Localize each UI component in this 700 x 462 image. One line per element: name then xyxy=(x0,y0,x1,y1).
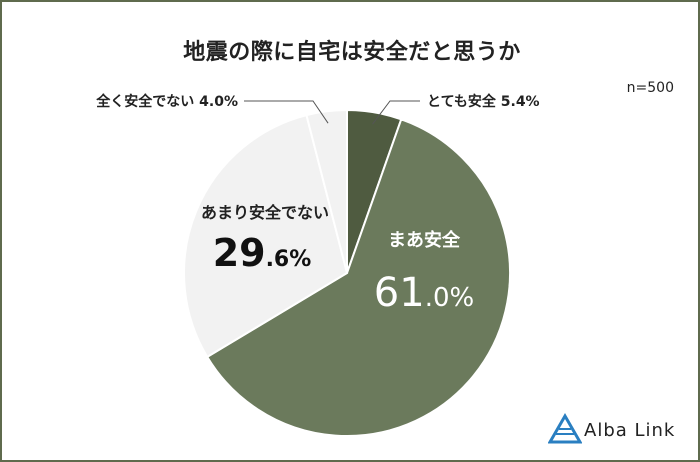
slice-label-1: まあ安全 xyxy=(388,229,461,251)
leader-line-3 xyxy=(244,100,329,124)
slice-value-2: 29.6% xyxy=(213,231,312,275)
pie-slice-3 xyxy=(305,108,348,274)
leader-line-0 xyxy=(372,100,420,125)
sample-size-label: n=500 xyxy=(626,80,674,96)
pie-slice-2 xyxy=(183,113,349,359)
brand-name: Alba Link xyxy=(584,420,676,441)
slice-label-0: とても安全 5.4% xyxy=(427,93,540,110)
slice-label-3: 全く安全でない 4.0% xyxy=(95,93,238,110)
pie-slice-1 xyxy=(205,118,511,437)
slice-label-2: あまり安全でない xyxy=(201,203,329,222)
brand-logo-icon xyxy=(548,412,582,444)
brand-logo: Alba Link xyxy=(548,412,688,448)
chart-title: 地震の際に自宅は安全だと思うか xyxy=(183,40,521,65)
slice-value-1: 61.0% xyxy=(374,270,474,316)
